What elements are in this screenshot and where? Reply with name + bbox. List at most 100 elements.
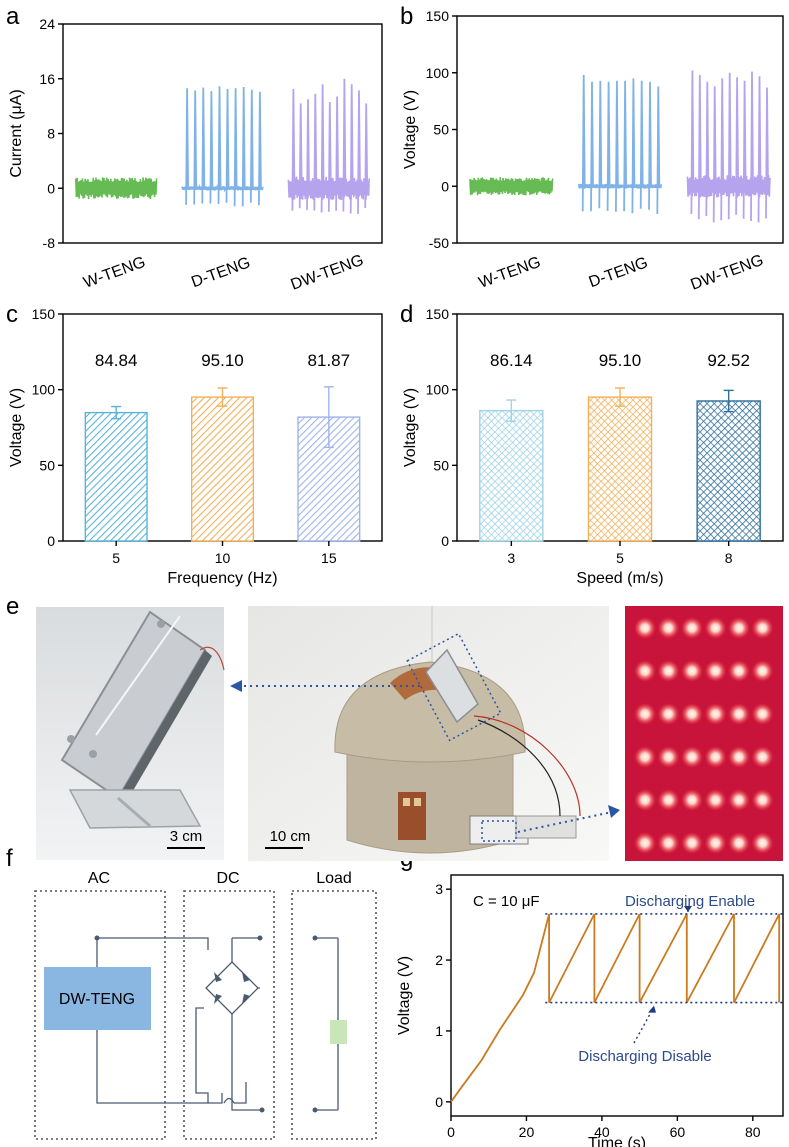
chart-a-current: -8 0 8 16 24 Current (μA) W-TENG D-TENG DW-TENG: [8, 16, 383, 294]
peak-spike: [225, 88, 230, 203]
led-light: [751, 746, 774, 768]
charging-line: [450, 913, 781, 1103]
y-tick-label: 1: [435, 1023, 443, 1039]
teng-highlight-box: [406, 632, 502, 742]
chart-g-charging-curve: 0 1 2 3 Voltage (V) 0 20 40 60 80 Time (s) C = 10 μ…: [396, 874, 784, 1147]
led-light: [634, 660, 656, 682]
y-tick-label: 100: [426, 65, 450, 81]
device-wire: [199, 646, 225, 671]
led-light: [728, 703, 750, 725]
panel-label-b: b: [400, 3, 413, 30]
x-tick-label: 20: [519, 1124, 535, 1140]
peak-spike: [712, 86, 717, 223]
led-light: [728, 617, 750, 639]
discharging-enable-label: Discharging Enable: [625, 893, 755, 910]
y-tick-label: 0: [47, 180, 55, 196]
device-screw: [157, 620, 165, 628]
led-light: [657, 617, 680, 639]
device-highlight: [95, 615, 181, 736]
led-light: [634, 746, 656, 768]
peak-spike: [342, 78, 347, 212]
dw-teng-source: [44, 967, 151, 1030]
series-d-teng: [181, 86, 264, 207]
circuit-label-dc: DC: [216, 870, 239, 887]
discharging-disable-label: Discharging Disable: [578, 1048, 711, 1065]
led-light: [657, 660, 680, 682]
y-tick-label: 0: [435, 1094, 443, 1110]
load-resistor: [330, 1020, 347, 1044]
enable-arrow-head: [684, 905, 692, 912]
led-light: [704, 832, 727, 854]
bar-value-label: 95.10: [599, 351, 642, 370]
x-tick-label: 60: [670, 1124, 686, 1140]
yurt-window: [414, 798, 421, 806]
y-axis-label: Voltage (V): [8, 388, 25, 467]
peak-spike: [631, 78, 636, 214]
arrow-head-left: [230, 680, 242, 692]
x-category-label: DW-TENG: [688, 252, 765, 294]
plot-frame: [456, 15, 784, 244]
panel-label-a: a: [6, 3, 20, 30]
peak-spike: [193, 90, 198, 205]
x-category-label: D-TENG: [189, 254, 252, 291]
capacitance-annotation: C = 10 μF: [473, 893, 540, 910]
device-stand-leg: [117, 796, 151, 828]
chart-d-speed-bars: 0 50 100 150 Voltage (V) 86.14 3 95.10 5 92.52 8 Sp…: [402, 306, 784, 587]
ac-box: [34, 890, 166, 1140]
led-light: [681, 746, 703, 768]
panel-label-e: e: [6, 593, 19, 620]
peak-spike: [581, 74, 586, 212]
peak-spike: [757, 76, 762, 223]
x-axis-label: Frequency (Hz): [167, 570, 277, 587]
led-light: [681, 789, 703, 811]
y-tick-label: 50: [433, 457, 449, 473]
led-light: [657, 832, 680, 854]
peak-spike: [313, 93, 318, 211]
scale-label-left: 3 cm: [170, 828, 203, 845]
bar-8: [696, 400, 761, 542]
y-axis-label: Voltage (V): [396, 956, 413, 1035]
y-tick-label: -50: [429, 235, 449, 251]
led-light: [728, 832, 750, 854]
led-light: [657, 789, 680, 811]
peak-spike: [241, 86, 246, 207]
peak-spike: [201, 87, 206, 204]
led-light: [704, 703, 727, 725]
peak-spike: [727, 72, 732, 220]
device-screw: [67, 735, 75, 743]
peak-spike: [327, 101, 332, 212]
diode-icon: [242, 994, 250, 1004]
led-array-background: [625, 606, 783, 861]
device-plate-edge: [118, 650, 212, 806]
peak-spike: [298, 103, 303, 209]
led-light: [751, 789, 774, 811]
peak-spike: [249, 89, 254, 203]
y-tick-label: 0: [441, 533, 449, 549]
panel-label-d: d: [400, 301, 413, 328]
led-light: [634, 703, 656, 725]
plot-frame: [62, 23, 383, 244]
y-tick-label: 8: [47, 126, 55, 142]
plot-frame: [450, 874, 784, 1117]
scale-label-middle: 10 cm: [270, 828, 311, 845]
peak-spike: [357, 90, 361, 214]
y-tick-label: 150: [32, 306, 56, 322]
x-tick-label: 15: [321, 550, 337, 566]
chart-c-frequency-bars: 0 50 100 150 Voltage (V) 84.84 5 95.10 10 81.87 15…: [8, 306, 383, 587]
led-light: [751, 617, 774, 639]
led-highlight-box: [481, 820, 517, 842]
x-tick-label: 10: [215, 550, 231, 566]
peak-spike: [209, 91, 214, 204]
peak-spike: [735, 77, 739, 215]
led-light: [751, 660, 774, 682]
y-tick-label: 16: [39, 71, 55, 87]
x-axis-label: Time (s): [588, 1135, 646, 1147]
bar-10: [190, 396, 255, 542]
wire-red: [473, 715, 581, 817]
y-tick-label: 150: [426, 306, 450, 322]
peak-spike: [742, 80, 747, 219]
y-tick-label: 24: [39, 16, 55, 32]
photo-led-array: [625, 606, 783, 861]
peak-spike: [598, 80, 603, 209]
led-light: [751, 832, 774, 854]
